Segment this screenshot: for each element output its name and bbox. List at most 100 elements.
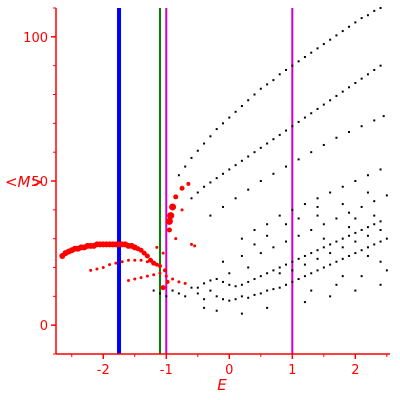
red-point: [126, 258, 130, 262]
black-point: [209, 214, 212, 217]
black-point: [177, 174, 180, 177]
black-point: [316, 257, 319, 260]
black-point: [316, 197, 319, 200]
black-point: [360, 77, 363, 80]
black-point: [291, 269, 294, 272]
black-point: [385, 194, 388, 197]
black-point: [354, 180, 357, 182]
black-point: [203, 142, 206, 145]
black-point: [322, 237, 325, 240]
red-point: [155, 245, 159, 249]
black-point: [341, 90, 344, 93]
black-point: [348, 234, 351, 237]
black-point: [240, 283, 243, 286]
black-point: [272, 269, 275, 272]
black-point: [203, 306, 206, 309]
black-point: [190, 286, 193, 289]
black-point: [177, 292, 180, 295]
black-point: [297, 158, 300, 161]
black-point: [222, 280, 224, 283]
axes: [51, 7, 390, 359]
black-point: [303, 56, 306, 59]
black-point: [247, 266, 250, 269]
y-tick-label: 50: [31, 175, 48, 190]
black-point: [335, 217, 338, 220]
red-point: [139, 258, 143, 262]
red-point: [173, 194, 179, 200]
red-point: [179, 185, 185, 191]
black-point: [266, 234, 269, 237]
black-point: [291, 260, 294, 263]
black-point: [303, 116, 306, 119]
red-point: [167, 212, 175, 220]
black-point: [303, 254, 306, 257]
black-point: [310, 51, 313, 54]
black-point: [329, 99, 332, 102]
black-point: [366, 234, 369, 237]
black-point: [354, 289, 357, 292]
black-point: [247, 280, 250, 283]
black-point: [285, 68, 288, 71]
y-axis-label: <M>: [5, 173, 43, 191]
black-point: [297, 234, 300, 237]
black-point: [285, 223, 288, 226]
black-point: [303, 203, 306, 206]
black-point: [184, 165, 187, 168]
black-point: [366, 14, 369, 17]
black-point: [266, 223, 269, 226]
black-point: [316, 107, 319, 110]
black-point: [266, 142, 269, 145]
black-point: [203, 282, 206, 285]
red-point-series: [59, 181, 197, 291]
black-point: [329, 191, 332, 194]
red-point: [133, 277, 137, 281]
x-tick-label: 0: [225, 363, 233, 378]
black-point: [354, 81, 357, 84]
red-point: [108, 263, 112, 267]
black-point: [196, 286, 199, 289]
black-point: [196, 292, 199, 295]
black-point: [240, 312, 243, 315]
black-point: [316, 205, 319, 208]
black-point: [165, 295, 168, 298]
black-point: [278, 286, 281, 289]
black-point: [297, 120, 300, 123]
black-point: [215, 309, 218, 312]
black-point: [266, 289, 269, 292]
red-point: [164, 274, 168, 278]
black-point: [310, 289, 313, 292]
black-point: [228, 272, 231, 275]
black-point: [215, 128, 218, 131]
black-point: [272, 288, 275, 291]
black-point: [278, 214, 281, 217]
black-point: [335, 260, 338, 263]
black-point: [316, 214, 319, 217]
red-point: [152, 261, 156, 265]
red-point: [133, 258, 137, 262]
red-point: [138, 247, 144, 253]
black-point: [253, 278, 256, 281]
black-point: [209, 181, 212, 184]
black-point: [348, 130, 351, 133]
black-point: [240, 254, 243, 257]
black-point: [341, 203, 344, 206]
black-point: [253, 243, 256, 246]
black-point: [203, 298, 206, 301]
red-point: [89, 268, 93, 272]
black-point: [303, 263, 306, 266]
black-point: [196, 191, 199, 194]
black-point: [310, 272, 313, 275]
black-point: [222, 205, 224, 208]
black-point: [234, 285, 237, 288]
red-point: [189, 242, 193, 246]
black-point: [348, 211, 351, 214]
black-point: [310, 112, 313, 115]
tick-labels: -2 -1 0 1 2 0 50 100: [23, 31, 359, 378]
red-point: [145, 260, 149, 264]
black-point: [385, 237, 388, 240]
black-point: [379, 220, 382, 223]
black-point: [253, 151, 256, 154]
black-point: [373, 9, 376, 12]
black-point: [322, 266, 325, 269]
